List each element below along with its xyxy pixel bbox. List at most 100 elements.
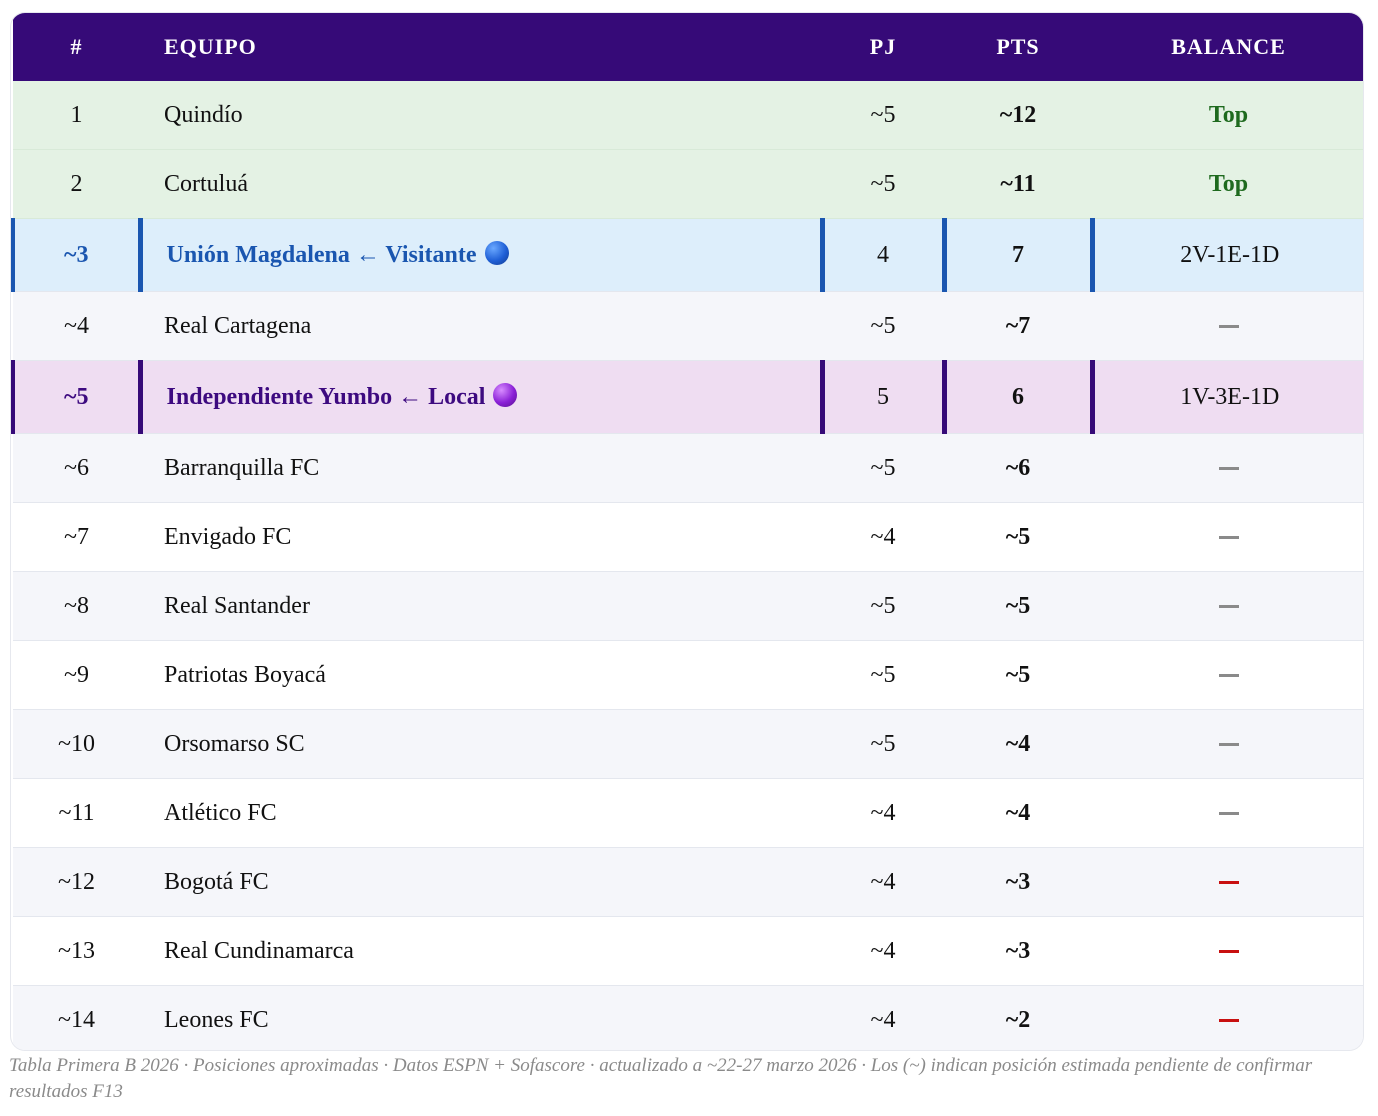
row-played: ~4 [822,847,944,917]
row-points: ~3 [944,916,1092,986]
row-played: ~4 [822,502,944,572]
row-team: Independiente Yumbo ← Local [137,360,822,434]
row-points: 6 [941,360,1092,434]
top-label: Top [1208,170,1249,197]
row-played: ~4 [822,985,944,1050]
row-team: Orsomarso SC [140,709,822,779]
neutral-dash-icon [1218,743,1239,747]
table-row: 1 Quindío ~5 ~12 Top [13,81,1363,150]
table-row: ~10 Orsomarso SC ~5 ~4 [13,709,1363,779]
blue-circle-icon [484,241,509,265]
row-team: Unión Magdalena ← Visitante [137,218,822,292]
table-row: ~6 Barranquilla FC ~5 ~6 [13,433,1363,503]
row-balance: 2V-1E-1D [1089,218,1363,292]
row-balance [1092,433,1363,503]
table-row: ~14 Leones FC ~4 ~2 [13,985,1363,1050]
table-row: ~4 Real Cartagena ~5 ~7 [13,291,1363,361]
header-points: PTS [944,13,1092,81]
row-balance: Top [1092,149,1363,219]
row-points: ~6 [944,433,1092,503]
negative-dash-icon [1218,881,1239,885]
row-balance: Top [1092,81,1363,150]
table-row: ~13 Real Cundinamarca ~4 ~3 [13,916,1363,986]
row-points: ~4 [944,778,1092,848]
neutral-dash-icon [1218,536,1239,540]
table-caption: Tabla Primera B 2026 · Posiciones aproxi… [9,1055,1313,1102]
neutral-dash-icon [1218,325,1239,329]
row-played: ~5 [822,571,944,641]
row-team: Barranquilla FC [140,433,822,503]
row-team: Real Santander [140,571,822,641]
neutral-dash-icon [1218,605,1239,609]
purple-circle-icon [493,383,518,407]
top-label: Top [1208,101,1249,128]
row-team: Envigado FC [140,502,822,572]
row-points: ~4 [944,709,1092,779]
row-team: Real Cundinamarca [140,916,822,986]
row-position: 2 [13,149,140,219]
row-balance: 1V-3E-1D [1089,360,1363,434]
table-row: 2 Cortuluá ~5 ~11 Top [13,149,1363,219]
row-balance [1092,640,1363,710]
row-balance [1092,847,1363,917]
team-name: Unión Magdalena ← Visitante [166,242,477,268]
row-position: ~11 [13,778,140,848]
row-played: ~5 [822,291,944,361]
row-played: 4 [819,218,944,292]
row-points: ~2 [944,985,1092,1050]
row-played: ~4 [822,778,944,848]
row-points: ~7 [944,291,1092,361]
row-points: ~12 [944,81,1092,150]
row-played: ~5 [822,433,944,503]
header-position: # [13,13,140,81]
row-position: ~6 [13,433,140,503]
row-position: ~3 [11,218,140,292]
table-row-visitante: ~3 Unión Magdalena ← Visitante 4 7 2V-1E… [11,218,1363,292]
row-played: ~5 [822,640,944,710]
row-points: 7 [941,218,1092,292]
table-row: ~9 Patriotas Boyacá ~5 ~5 [13,640,1363,710]
neutral-dash-icon [1218,812,1239,816]
row-position: ~14 [13,985,140,1050]
row-played: 5 [819,360,944,434]
row-balance [1092,985,1363,1050]
row-points: ~5 [944,571,1092,641]
row-position: ~13 [13,916,140,986]
table-row-local: ~5 Independiente Yumbo ← Local 5 6 1V-3E… [11,360,1363,434]
row-played: ~4 [822,916,944,986]
row-position: ~5 [11,360,140,434]
row-team: Bogotá FC [140,847,822,917]
header-team: EQUIPO [140,13,822,81]
table-row: ~12 Bogotá FC ~4 ~3 [13,847,1363,917]
row-team: Patriotas Boyacá [140,640,822,710]
row-points: ~5 [944,502,1092,572]
row-played: ~5 [822,81,944,150]
row-points: ~3 [944,847,1092,917]
row-balance [1092,916,1363,986]
standings-card: # EQUIPO PJ PTS BALANCE 1 Quindío ~5 ~12… [11,13,1363,1050]
row-played: ~5 [822,149,944,219]
row-team: Leones FC [140,985,822,1050]
row-played: ~5 [822,709,944,779]
row-position: ~7 [13,502,140,572]
table-row: ~7 Envigado FC ~4 ~5 [13,502,1363,572]
row-position: ~10 [13,709,140,779]
header-played: PJ [822,13,944,81]
header-balance: BALANCE [1092,13,1363,81]
row-position: ~4 [13,291,140,361]
row-balance [1092,571,1363,641]
row-position: 1 [13,81,140,150]
row-balance [1092,709,1363,779]
table-row: ~11 Atlético FC ~4 ~4 [13,778,1363,848]
row-position: ~12 [13,847,140,917]
row-balance [1092,778,1363,848]
row-points: ~5 [944,640,1092,710]
negative-dash-icon [1218,1019,1239,1023]
row-team: Real Cartagena [140,291,822,361]
negative-dash-icon [1218,950,1239,954]
neutral-dash-icon [1218,674,1239,678]
table-row: ~8 Real Santander ~5 ~5 [13,571,1363,641]
row-team: Atlético FC [140,778,822,848]
row-team: Cortuluá [140,149,822,219]
row-points: ~11 [944,149,1092,219]
